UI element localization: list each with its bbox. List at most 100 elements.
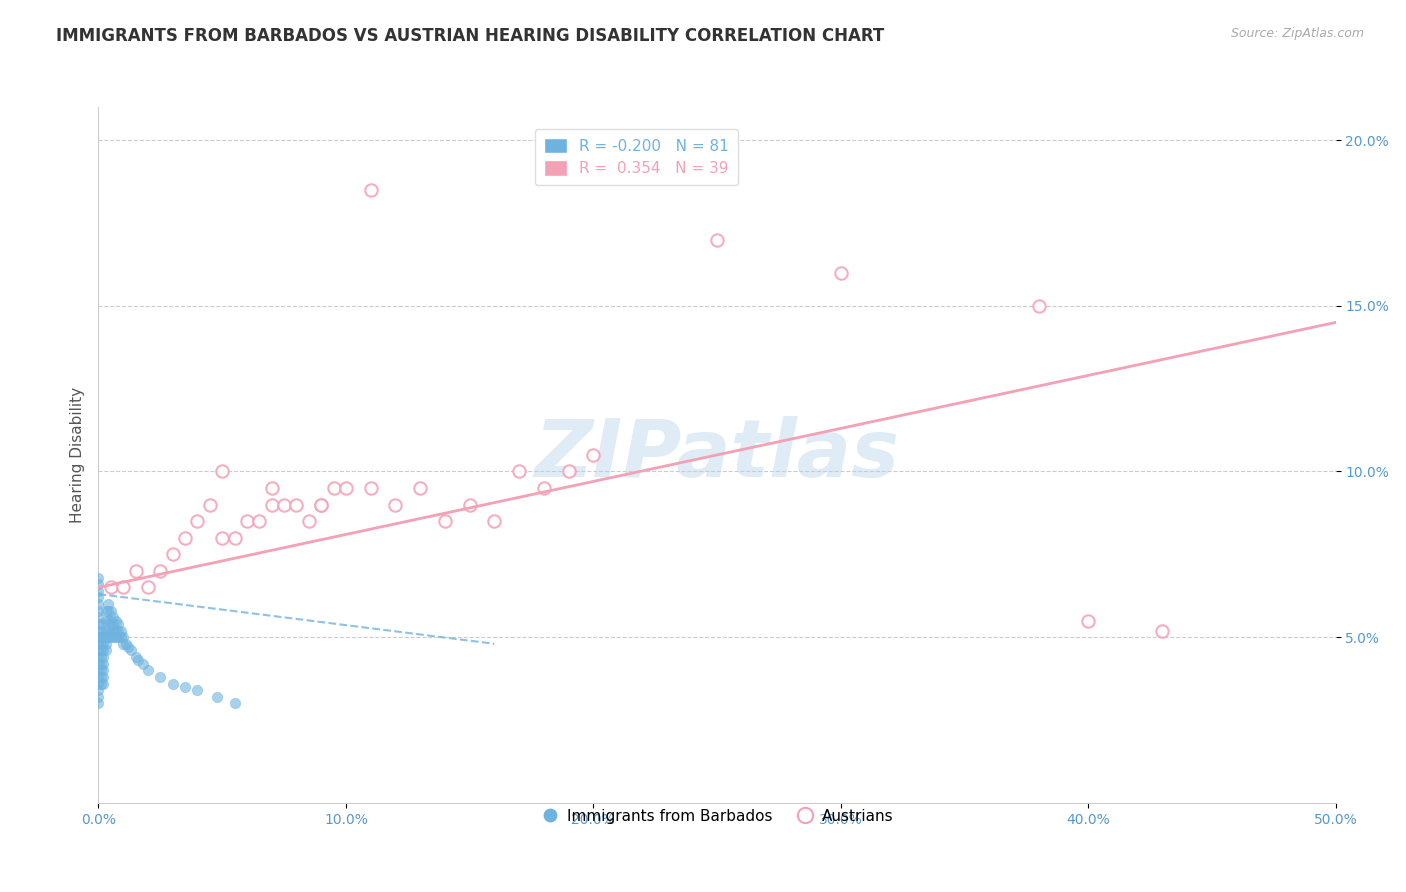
Point — [174, 680, 197, 694]
Point — [87, 657, 110, 671]
Point — [484, 514, 506, 528]
Point — [93, 630, 115, 644]
Point — [104, 614, 127, 628]
Point — [94, 614, 117, 628]
Text: IMMIGRANTS FROM BARBADOS VS AUSTRIAN HEARING DISABILITY CORRELATION CHART: IMMIGRANTS FROM BARBADOS VS AUSTRIAN HEA… — [56, 27, 884, 45]
Point — [1028, 299, 1050, 313]
Point — [112, 637, 135, 651]
Point — [309, 498, 332, 512]
Point — [87, 624, 110, 638]
Point — [124, 650, 146, 665]
Point — [87, 637, 110, 651]
Point — [205, 690, 228, 704]
Point — [100, 581, 122, 595]
Point — [87, 577, 110, 591]
Point — [90, 630, 112, 644]
Point — [136, 581, 159, 595]
Point — [100, 630, 122, 644]
Point — [247, 514, 270, 528]
Point — [87, 610, 110, 624]
Point — [335, 481, 357, 495]
Point — [132, 657, 155, 671]
Point — [90, 650, 112, 665]
Point — [582, 448, 605, 462]
Point — [97, 624, 120, 638]
Point — [149, 670, 172, 684]
Point — [93, 643, 115, 657]
Point — [103, 630, 125, 644]
Point — [93, 650, 115, 665]
Point — [103, 616, 125, 631]
Point — [162, 676, 184, 690]
Point — [211, 465, 233, 479]
Point — [107, 616, 129, 631]
Point — [117, 640, 139, 654]
Point — [90, 657, 112, 671]
Point — [298, 514, 321, 528]
Point — [100, 604, 122, 618]
Point — [103, 624, 125, 638]
Point — [90, 663, 112, 677]
Point — [224, 531, 246, 545]
Point — [94, 604, 117, 618]
Point — [186, 514, 208, 528]
Point — [87, 670, 110, 684]
Point — [149, 564, 172, 578]
Point — [433, 514, 456, 528]
Point — [87, 630, 110, 644]
Point — [93, 657, 115, 671]
Point — [236, 514, 259, 528]
Point — [87, 604, 110, 618]
Point — [162, 547, 184, 561]
Point — [87, 650, 110, 665]
Point — [100, 624, 122, 638]
Point — [830, 266, 852, 280]
Point — [1152, 624, 1174, 638]
Point — [103, 610, 125, 624]
Point — [94, 630, 117, 644]
Point — [285, 498, 308, 512]
Point — [97, 597, 120, 611]
Point — [124, 564, 146, 578]
Point — [87, 570, 110, 584]
Point — [186, 683, 208, 698]
Point — [1077, 614, 1099, 628]
Point — [112, 581, 135, 595]
Point — [409, 481, 432, 495]
Text: Source: ZipAtlas.com: Source: ZipAtlas.com — [1230, 27, 1364, 40]
Y-axis label: Hearing Disability: Hearing Disability — [69, 387, 84, 523]
Point — [93, 637, 115, 651]
Point — [97, 604, 120, 618]
Point — [557, 465, 579, 479]
Point — [90, 670, 112, 684]
Point — [87, 597, 110, 611]
Point — [458, 498, 481, 512]
Point — [174, 531, 197, 545]
Point — [120, 643, 142, 657]
Point — [87, 683, 110, 698]
Point — [90, 616, 112, 631]
Point — [93, 676, 115, 690]
Point — [508, 465, 530, 479]
Point — [127, 653, 149, 667]
Point — [97, 630, 120, 644]
Point — [260, 498, 283, 512]
Point — [87, 676, 110, 690]
Point — [110, 624, 132, 638]
Point — [211, 531, 233, 545]
Point — [322, 481, 344, 495]
Point — [112, 630, 135, 644]
Point — [90, 624, 112, 638]
Point — [87, 583, 110, 598]
Point — [97, 614, 120, 628]
Point — [309, 498, 332, 512]
Point — [87, 616, 110, 631]
Point — [100, 614, 122, 628]
Point — [260, 481, 283, 495]
Point — [94, 624, 117, 638]
Point — [136, 663, 159, 677]
Point — [104, 624, 127, 638]
Point — [104, 630, 127, 644]
Point — [87, 690, 110, 704]
Point — [706, 233, 728, 247]
